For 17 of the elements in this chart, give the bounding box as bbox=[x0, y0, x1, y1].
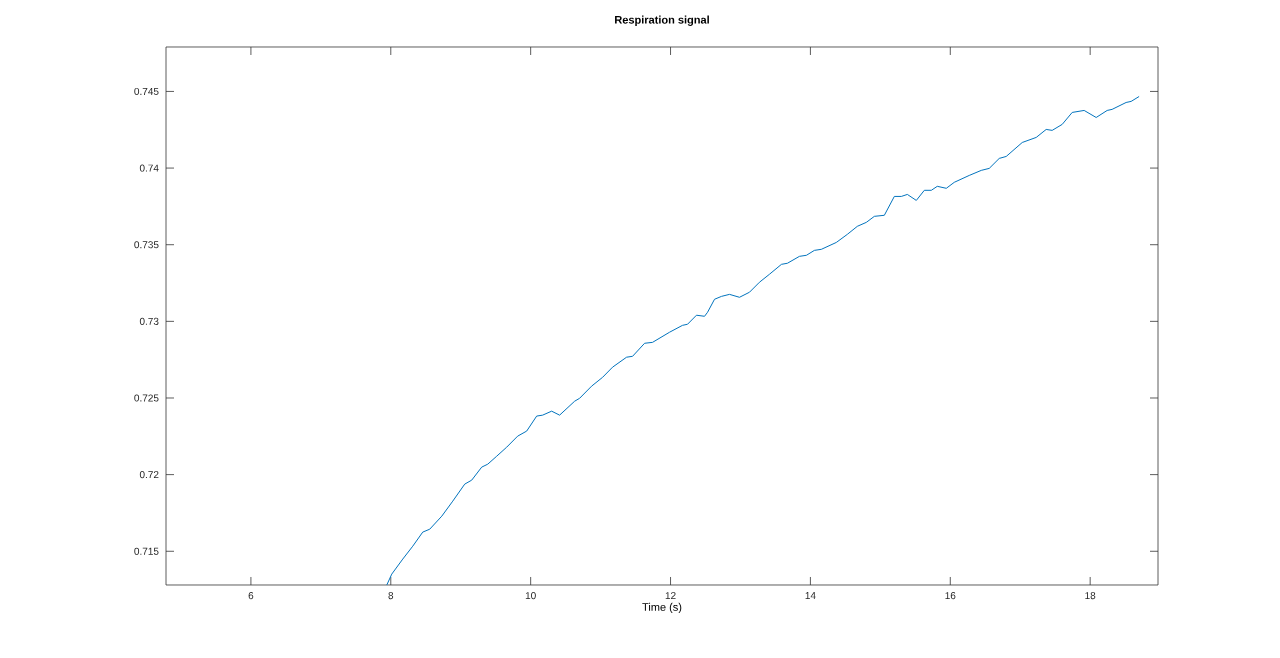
y-tick-label: 0.715 bbox=[134, 547, 159, 555]
y-tick-label: 0.72 bbox=[139, 471, 159, 479]
y-tick-label: 0.74 bbox=[139, 164, 159, 172]
x-tick-label: 12 bbox=[665, 592, 676, 600]
x-tick-label: 6 bbox=[248, 592, 254, 600]
y-tick-label: 0.73 bbox=[139, 317, 159, 325]
y-tick-label: 0.735 bbox=[134, 241, 159, 249]
x-axis-title: Time (s) bbox=[642, 602, 682, 614]
x-tick-label: 10 bbox=[525, 592, 536, 600]
x-tick-label: 14 bbox=[805, 592, 816, 599]
chart-title: Respiration signal bbox=[615, 15, 709, 26]
y-tick-label: 0.745 bbox=[134, 87, 159, 95]
x-tick-label: 8 bbox=[388, 592, 394, 600]
line-series bbox=[386, 95, 1140, 585]
y-tick-label: 0.725 bbox=[134, 394, 159, 402]
x-tick-label: 16 bbox=[945, 592, 956, 600]
x-tick-label: 18 bbox=[1085, 592, 1096, 600]
